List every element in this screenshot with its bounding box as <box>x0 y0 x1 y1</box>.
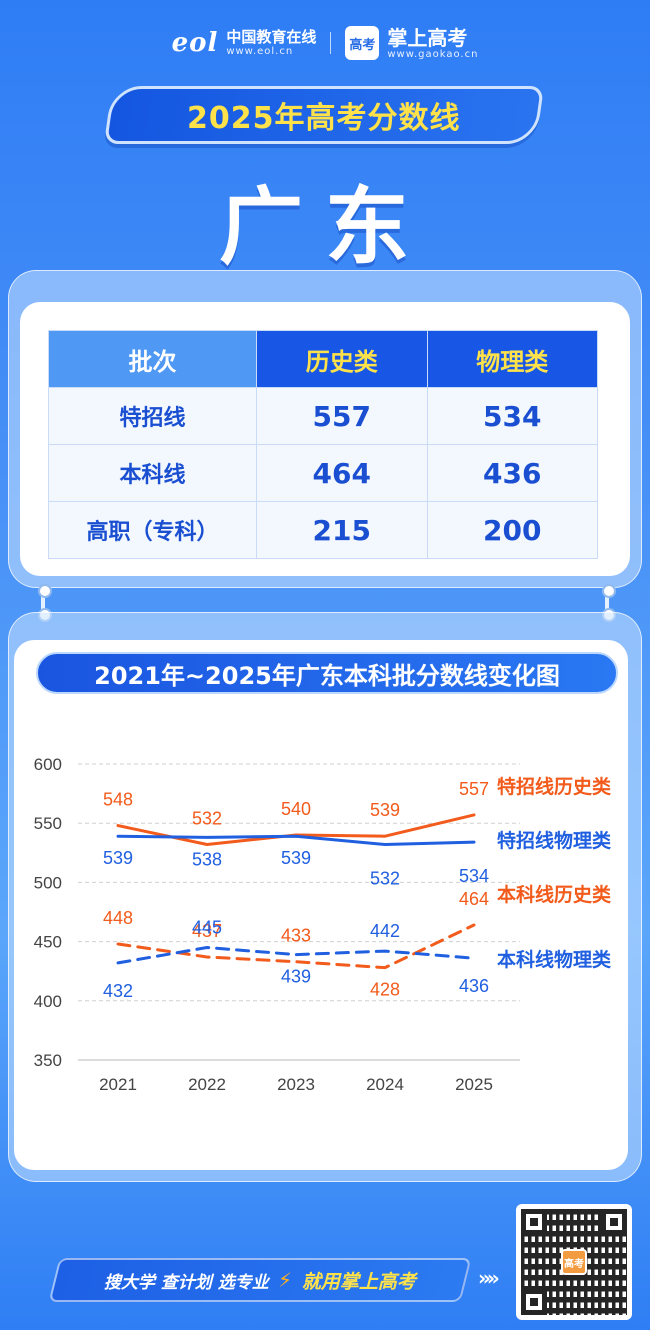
header-batch: 批次 <box>48 330 257 388</box>
y-tick-label: 400 <box>34 992 62 1011</box>
qr-finder-top-right <box>601 1209 627 1235</box>
x-tick-label: 2023 <box>277 1075 315 1094</box>
data-label: 439 <box>281 967 311 987</box>
x-tick-label: 2025 <box>455 1075 493 1094</box>
header-physics: 物理类 <box>426 330 598 388</box>
physics-score: 534 <box>426 387 598 445</box>
y-tick-label: 600 <box>34 755 62 774</box>
data-label: 437 <box>192 921 222 941</box>
row-label: 高职（专科） <box>48 501 257 559</box>
slogan-bar[interactable]: 搜大学 查计划 选专业 ⚡ 就用掌上高考 <box>48 1258 472 1302</box>
chart-title: 2021年~2025年广东本科批分数线变化图 <box>94 661 560 690</box>
gaokao-badge-icon: 高考 <box>345 26 380 60</box>
data-label: 539 <box>281 848 311 868</box>
score-table: 批次 历史类 物理类 特招线 557 534 本科线 464 436 高职（专科… <box>48 330 598 559</box>
legend-label: 本科线历史类 <box>497 883 611 906</box>
series-line-0 <box>116 813 476 847</box>
y-tick-label: 450 <box>34 933 62 952</box>
qr-finder-bottom-left <box>521 1289 547 1315</box>
y-tick-label: 500 <box>34 873 62 892</box>
double-chevron-right-icon: »» <box>478 1266 500 1290</box>
data-label: 532 <box>192 809 222 829</box>
title-banner: 2025年高考分数线 <box>103 86 545 144</box>
physics-score: 200 <box>426 501 598 559</box>
data-label: 557 <box>459 779 489 799</box>
legend-label: 特招线历史类 <box>497 775 611 798</box>
row-label: 本科线 <box>48 444 257 502</box>
data-label: 442 <box>370 921 400 941</box>
eol-logo-url: www.eol.cn <box>226 45 294 57</box>
data-label: 448 <box>103 908 133 928</box>
y-tick-label: 550 <box>34 814 62 833</box>
x-tick-label: 2021 <box>99 1075 137 1094</box>
data-label: 428 <box>370 980 400 1000</box>
legend-label: 特招线物理类 <box>497 829 611 852</box>
legend-label: 本科线物理类 <box>497 948 611 971</box>
qr-pattern: 高考 <box>521 1209 627 1315</box>
x-tick-label: 2022 <box>188 1075 226 1094</box>
data-label: 432 <box>103 981 133 1001</box>
data-label: 539 <box>103 848 133 868</box>
row-label: 特招线 <box>48 387 257 445</box>
data-label: 539 <box>370 800 400 820</box>
gaokao-logo-url: www.gaokao.cn <box>387 48 479 60</box>
series-line-3 <box>116 946 476 965</box>
lightning-bolt-icon: ⚡ <box>278 1268 293 1292</box>
data-label: 532 <box>370 869 400 889</box>
province-title: 广东 <box>218 178 431 276</box>
header-logos: eol 中国教育在线 www.eol.cn 高考 掌上高考 www.gaokao… <box>0 18 650 68</box>
table-row: 特招线 557 534 <box>48 387 598 445</box>
eol-logo-name: 中国教育在线 <box>226 28 317 47</box>
data-label: 538 <box>192 849 222 869</box>
physics-score: 436 <box>426 444 598 502</box>
slogan-search: 搜大学 查计划 选专业 <box>103 1272 269 1293</box>
slogan-use-app: 就用掌上高考 <box>302 1270 417 1293</box>
series-line-1 <box>116 834 476 847</box>
table-row: 本科线 464 436 <box>48 444 598 502</box>
history-score: 215 <box>256 501 428 559</box>
banner-title: 2025年高考分数线 <box>187 101 461 136</box>
data-label: 548 <box>103 790 133 810</box>
score-line-chart: 350 400 450 500 550 600 2021 2022 2023 2024 2025 54… <box>34 755 611 1094</box>
data-label: 445 <box>192 918 222 938</box>
history-score: 464 <box>256 444 428 502</box>
eol-logo[interactable]: eol 中国教育在线 www.eol.cn <box>172 28 317 58</box>
qr-code[interactable]: 高考 <box>516 1204 632 1320</box>
gaokao-logo-name: 掌上高考 <box>387 25 468 50</box>
data-label: 534 <box>459 866 489 886</box>
logo-divider <box>330 32 332 54</box>
data-label: 433 <box>281 926 311 946</box>
data-label: 436 <box>459 976 489 996</box>
qr-finder-top-left <box>521 1209 547 1235</box>
header-history: 历史类 <box>256 330 428 388</box>
qr-center-logo: 高考 <box>561 1249 587 1275</box>
history-score: 557 <box>256 387 428 445</box>
gaokao-logo[interactable]: 高考 掌上高考 www.gaokao.cn <box>345 26 478 60</box>
data-label: 464 <box>459 889 489 909</box>
eol-logo-mark: eol <box>171 28 219 58</box>
table-row: 高职（专科） 215 200 <box>48 501 598 559</box>
chart-title-bar: 2021年~2025年广东本科批分数线变化图 <box>36 652 618 694</box>
y-tick-label: 350 <box>34 1051 62 1070</box>
data-label: 540 <box>281 799 311 819</box>
table-header-row: 批次 历史类 物理类 <box>48 330 598 388</box>
x-tick-label: 2024 <box>366 1075 404 1094</box>
chart-panel <box>14 640 628 1170</box>
